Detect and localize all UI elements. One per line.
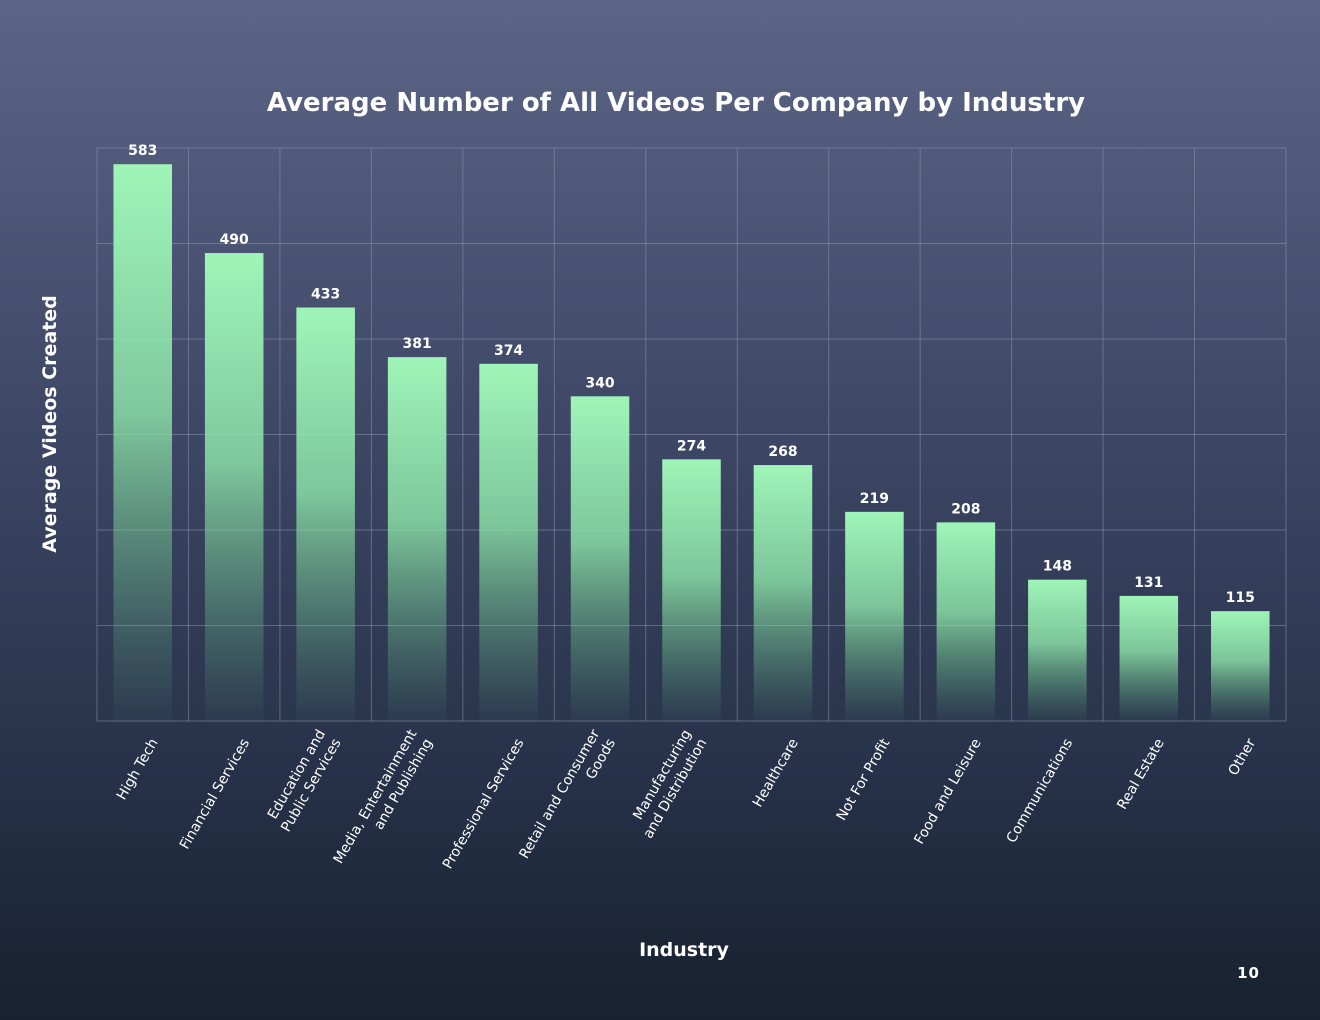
category-label: Retail and ConsumerGoods	[516, 727, 619, 871]
value-label: 148	[1043, 559, 1072, 575]
bar	[1211, 611, 1270, 721]
bar	[296, 307, 355, 721]
y-axis-title: Average Videos Created	[39, 295, 61, 553]
bar	[662, 459, 721, 721]
category-label: Education andPublic Services	[263, 727, 345, 835]
bar	[387, 357, 447, 721]
bars	[113, 164, 1270, 722]
category-label: Real Estate	[1114, 736, 1167, 812]
category-label: Financial Services	[177, 736, 253, 852]
value-label: 268	[768, 444, 797, 460]
category-label: Not For Profit	[834, 736, 894, 824]
chart-title: Average Number of All Videos Per Company…	[267, 88, 1085, 118]
value-label: 274	[677, 438, 706, 454]
value-label: 115	[1226, 590, 1255, 606]
value-label: 381	[402, 336, 431, 352]
value-label: 208	[951, 501, 980, 517]
category-label: Media, Entertainmentand Publishing	[331, 727, 437, 876]
bar	[1028, 579, 1087, 721]
x-axis-title: Industry	[639, 939, 729, 961]
category-label: High Tech	[114, 736, 162, 803]
value-label: 374	[494, 343, 523, 359]
category-label: Healthcare	[750, 736, 802, 810]
bar	[1119, 595, 1179, 721]
bar	[204, 253, 264, 722]
value-label: 340	[585, 375, 614, 391]
value-label: 219	[860, 491, 889, 507]
category-label: Communications	[1004, 736, 1077, 846]
category-labels: High Tech Financial Services Education and…	[114, 727, 1260, 876]
bar	[845, 511, 904, 721]
category-label: Food and Leisure	[911, 736, 984, 847]
bar	[479, 363, 538, 721]
bar	[113, 164, 172, 722]
value-label: 583	[128, 143, 157, 159]
value-label: 490	[220, 232, 249, 248]
category-label: Manufacturingand Distribution	[625, 727, 711, 841]
bar	[570, 396, 630, 721]
category-label: Professional Services	[440, 736, 528, 872]
bar	[936, 522, 996, 721]
bar	[753, 465, 813, 721]
value-label: 433	[311, 286, 340, 302]
page-number: 10	[1237, 964, 1260, 982]
category-label: Other	[1225, 736, 1259, 779]
value-label: 131	[1134, 575, 1163, 591]
value-labels: 583 490 433 381 374 340 274 268 219 208 148 131 115	[128, 143, 1255, 606]
